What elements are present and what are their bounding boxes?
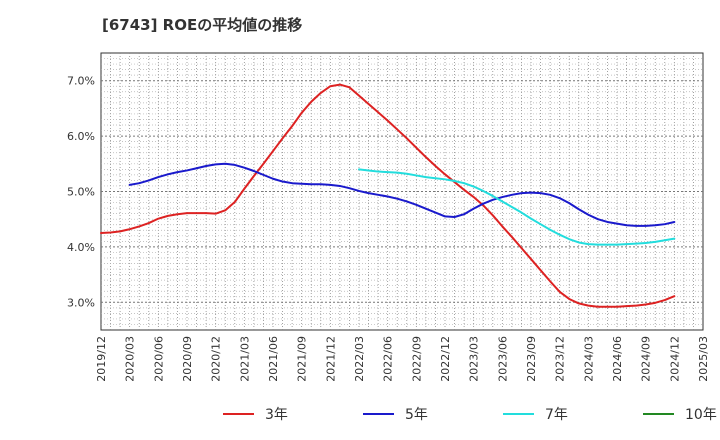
- x-tick-label: 2022/06: [382, 336, 395, 382]
- y-axis-ticks: 3.0% 4.0% 5.0% 6.0% 7.0%: [67, 75, 95, 310]
- x-tick-label: 2024/12: [668, 336, 681, 382]
- series-layer: [100, 83, 676, 308]
- x-tick-label: 2022/09: [410, 336, 423, 382]
- x-tick-label: 2025/03: [697, 336, 710, 382]
- x-tick-label: 2023/12: [554, 336, 567, 382]
- series-line-2: [358, 168, 676, 246]
- x-tick-label: 2021/09: [296, 336, 309, 382]
- x-tick-label: 2021/03: [238, 336, 251, 382]
- series-line-1: [128, 162, 676, 227]
- legend: 3年 5年 7年 10年: [223, 407, 717, 423]
- y-tick-label: 6.0%: [67, 130, 95, 143]
- y-tick-label: 3.0%: [67, 296, 95, 309]
- x-tick-label: 2023/03: [468, 336, 481, 382]
- x-tick-label: 2019/12: [95, 336, 108, 382]
- legend-label: 10年: [685, 407, 717, 423]
- x-tick-label: 2024/09: [640, 336, 653, 382]
- legend-label: 3年: [265, 407, 288, 423]
- x-tick-label: 2024/03: [582, 336, 595, 382]
- x-tick-label: 2020/03: [124, 336, 137, 382]
- horizontal-grid: [101, 58, 703, 325]
- x-axis-ticks: 2019/12 2020/03 2020/06 2020/09 2020/12 2021/…: [95, 336, 710, 382]
- x-tick-label: 2022/03: [353, 336, 366, 382]
- legend-label: 7年: [545, 407, 568, 423]
- series-line-0: [100, 83, 676, 308]
- y-tick-label: 4.0%: [67, 241, 95, 254]
- x-tick-label: 2024/06: [611, 336, 624, 382]
- y-tick-label: 7.0%: [67, 75, 95, 88]
- x-tick-label: 2021/06: [267, 336, 280, 382]
- legend-label: 5年: [405, 407, 428, 423]
- x-tick-label: 2020/12: [210, 336, 223, 382]
- x-tick-label: 2020/06: [152, 336, 165, 382]
- x-tick-label: 2021/12: [324, 336, 337, 382]
- x-tick-label: 2023/09: [525, 336, 538, 382]
- x-tick-label: 2020/09: [181, 336, 194, 382]
- x-tick-label: 2023/06: [496, 336, 509, 382]
- y-tick-label: 5.0%: [67, 186, 95, 199]
- x-tick-label: 2022/12: [439, 336, 452, 382]
- chart-title: [6743] ROEの平均値の推移: [102, 16, 303, 34]
